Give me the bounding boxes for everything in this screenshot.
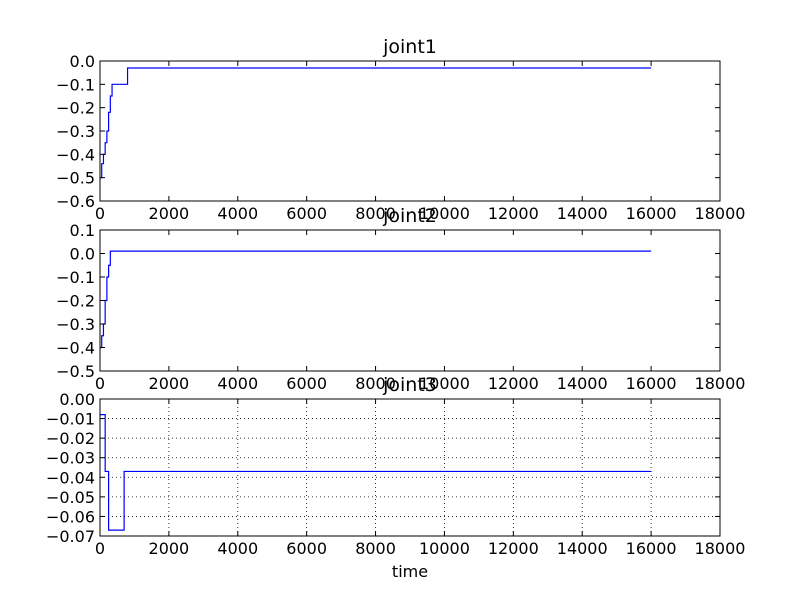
axes-frame [99,60,721,202]
y-tick-label: −0.01 [46,410,95,429]
x-tick-label: 6000 [286,539,327,558]
x-tick-label: 0 [95,204,105,223]
x-tick-label: 18000 [695,539,746,558]
x-tick-label: 2000 [149,539,190,558]
y-tick-label: −0.1 [56,75,95,94]
series-line [100,250,652,349]
x-tick-label: 6000 [286,374,327,393]
axes-frame [99,398,721,537]
series-line [100,414,652,531]
x-tick-label: 8000 [355,374,396,393]
x-tick-label: 10000 [419,204,470,223]
y-tick-label: −0.07 [46,527,95,546]
series-line [100,67,652,179]
x-tick-label: 14000 [557,539,608,558]
y-tick-label: −0.04 [46,468,95,487]
y-tick-label: −0.6 [56,192,95,211]
x-tick-label: 14000 [557,204,608,223]
y-tick-label: −0.2 [56,292,95,311]
y-tick-label: −0.02 [46,429,95,448]
y-tick-label: −0.1 [56,268,95,287]
x-tick-label: 8000 [355,204,396,223]
x-tick-label: 8000 [355,539,396,558]
subplot-title: joint1 [382,36,437,58]
y-tick-label: −0.2 [56,99,95,118]
subplot-joint1: 0 2000 4000 6000 8000 10000 12000 14000 16000 180… [56,36,745,223]
x-tick-label: 4000 [217,539,258,558]
y-tick-label: −0.5 [56,169,95,188]
y-tick-label: −0.4 [56,145,95,164]
x-tick-label: 0 [95,539,105,558]
x-tick-label: 18000 [695,204,746,223]
x-tick-label: 12000 [488,204,539,223]
x-tick-label: 14000 [557,374,608,393]
x-tick-label: 4000 [217,204,258,223]
y-tick-label: −0.4 [56,339,95,358]
x-tick-label: 6000 [286,204,327,223]
y-tick-label: −0.05 [46,488,95,507]
subplot-joint2: 0 2000 4000 6000 8000 10000 12000 14000 16000 180… [56,205,745,393]
x-tick-label: 16000 [626,374,677,393]
y-tick-label: 0.0 [70,52,95,71]
x-tick-label: 2000 [149,204,190,223]
x-tick-label: 16000 [626,204,677,223]
x-tick-label: 16000 [626,539,677,558]
y-tick-label: 0.00 [59,390,95,409]
x-axis-label: time [392,562,428,581]
x-tick-label: 18000 [695,374,746,393]
subplot-joint3: 0 2000 4000 6000 8000 10000 12000 14000 16000 180… [46,374,745,581]
subplot-title: joint3 [382,374,437,396]
x-tick-label: 4000 [217,374,258,393]
x-tick-label: 2000 [149,374,190,393]
y-tick-label: −0.03 [46,449,95,468]
y-tick-label: −0.06 [46,507,95,526]
y-tick-label: −0.3 [56,122,95,141]
x-tick-label: 10000 [419,539,470,558]
subplot-title: joint2 [382,205,437,227]
x-tick-label: 12000 [488,374,539,393]
x-tick-label: 12000 [488,539,539,558]
y-tick-label: −0.3 [56,315,95,334]
y-tick-label: 0.0 [70,245,95,264]
x-tick-label: 0 [95,374,105,393]
y-tick-label: 0.1 [70,221,95,240]
x-tick-label: 10000 [419,374,470,393]
y-tick-label: −0.5 [56,362,95,381]
